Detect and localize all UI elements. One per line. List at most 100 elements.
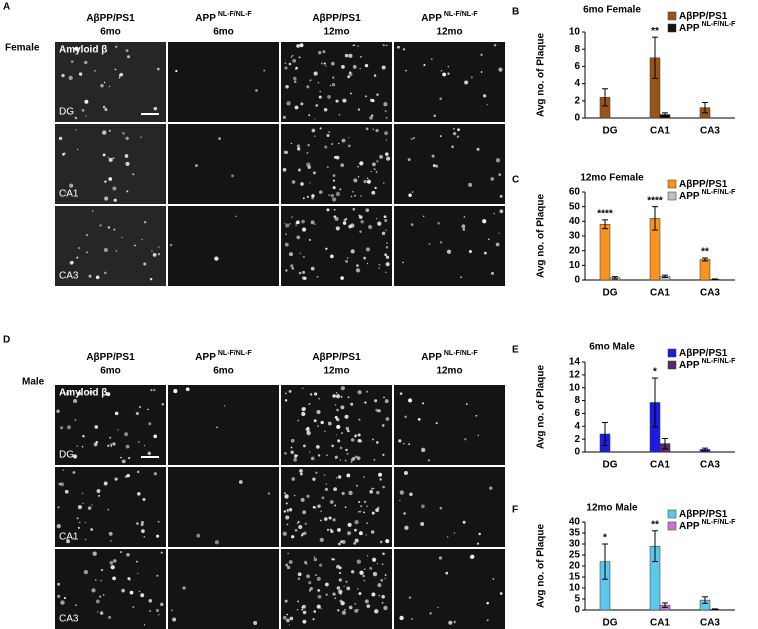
plaque-spot [313,557,318,562]
plaque-spot [348,136,350,139]
plaque-spot [333,155,337,159]
plaque-spot [308,402,311,406]
plaque-spot [364,401,367,404]
plaque-spot [354,435,357,438]
plaque-spot [91,504,93,506]
plaque-spot [70,261,74,265]
legend-swatch [667,179,677,189]
plaque-spot [153,388,156,392]
plaque-spot [117,429,119,431]
column-age: 6mo [213,27,234,38]
column-age: 12mo [323,366,349,377]
plaque-spot [293,494,296,497]
plaque-spot [372,162,376,167]
plaque-spot [385,246,389,249]
plaque-spot [148,422,152,426]
plaque-spot [313,610,317,613]
plaque-spot [305,427,310,432]
plaque-spot [431,154,435,158]
plaque-spot [446,249,452,254]
plaque-spot [339,599,343,603]
plaque-spot [384,219,388,223]
plaque-spot [486,601,489,605]
plaque-spot [60,426,64,430]
plaque-spot [218,137,221,140]
micrograph-bg [394,549,505,629]
plaque-spot [97,494,101,497]
plaque-spot [155,534,160,538]
plaque-spot [348,72,353,77]
plaque-spot [286,565,291,570]
y-tick-label: 5 [574,594,580,605]
plaque-spot [286,618,290,623]
plaque-spot [376,160,379,163]
plaque-spot [488,238,490,241]
micrograph-bg [168,206,279,286]
error-bar [712,608,718,611]
plaque-spot [287,552,289,555]
y-tick-label: 10 [569,382,581,393]
micrograph [55,385,166,465]
plaque-spot [339,593,342,595]
plaque-spot [296,522,299,525]
legend-label: AβPP/PS1 [679,509,728,520]
plaque-spot [340,432,344,435]
plaque-spot [302,255,305,259]
plaque-spot [78,72,83,76]
plaque-spot [339,188,342,191]
plaque-spot [284,62,287,64]
chart-title: 12mo Male [586,503,638,514]
plaque-spot [300,497,305,502]
legend-label: AβPP/PS1 [679,348,728,359]
column-header-main: APP [421,13,442,24]
plaque-spot [351,570,355,574]
bar [699,259,711,281]
plaque-spot [356,587,359,590]
plaque-spot [128,456,131,460]
micrograph-bg [394,124,505,204]
legend-swatch [667,191,677,201]
plaque-spot [371,557,377,562]
micrograph [394,549,505,629]
column-header: AβPP/PS1 [312,352,361,363]
plaque-spot [89,390,93,395]
plaque-spot [294,105,299,110]
micrograph-bg [168,549,279,629]
micrograph-bg [394,42,505,122]
error-bar [702,257,708,262]
plaque-spot [125,49,129,53]
plaque-spot [94,425,99,429]
plaque-spot [77,246,81,250]
plaque-spot [125,161,130,166]
plaque-spot [66,425,72,430]
micrograph [281,42,392,122]
plaque-spot [333,487,338,492]
legend-label: APP NL-F/NL-F [679,21,736,33]
legend-label-main: APP [679,191,700,202]
plaque-spot [365,534,367,536]
plaque-spot [319,127,322,130]
plaque-spot [372,438,375,441]
error-bar [602,543,608,580]
plaque-spot [299,252,302,255]
y-tick-label: 6 [574,61,580,72]
micrograph-bg [281,549,392,629]
plaque-spot [57,506,60,509]
plaque-spot [140,593,145,598]
plaque-spot [319,90,321,93]
plaque-spot [347,531,352,536]
plaque-spot [386,44,388,47]
micrograph-bg [281,467,392,547]
plaque-spot [169,243,173,247]
plaque-spot [358,500,361,504]
plaque-spot [412,136,415,140]
plaque-spot [376,490,380,495]
plaque-spot [84,99,89,104]
plaque-spot [341,64,345,69]
plaque-spot [294,454,297,457]
plaque-spot [107,226,111,229]
plaque-spot [326,166,329,169]
plaque-spot [316,576,321,581]
plaque-spot [398,439,402,443]
plaque-spot [421,447,426,453]
